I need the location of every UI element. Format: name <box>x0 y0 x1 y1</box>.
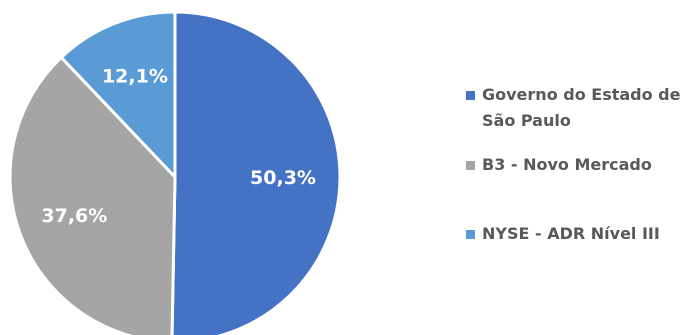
data-label-nyse: 12,1% <box>102 66 168 88</box>
legend-swatch-nyse <box>466 230 475 239</box>
pie-slice-b3 <box>8 55 177 335</box>
data-label-b3: 37,6% <box>41 205 107 227</box>
pie-slice-governo <box>170 10 342 335</box>
data-label-governo: 50,3% <box>250 167 316 189</box>
legend-label-b3: B3 - Novo Mercado <box>482 155 652 174</box>
legend-swatch-governo <box>466 91 475 100</box>
legend-label-governo: Governo do Estado de São Paulo <box>482 85 681 130</box>
pie-slice-nyse <box>59 10 177 181</box>
legend-swatch-b3 <box>466 161 475 170</box>
legend-label-nyse: NYSE - ADR Nível III <box>482 224 660 243</box>
